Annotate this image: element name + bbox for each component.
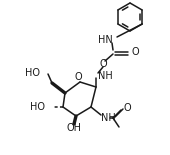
- Text: O: O: [123, 103, 131, 113]
- Text: O: O: [99, 59, 107, 69]
- Text: HO: HO: [25, 68, 40, 78]
- Text: OH: OH: [66, 123, 81, 133]
- Text: O: O: [74, 72, 82, 82]
- Text: HN: HN: [98, 35, 113, 45]
- Text: HO: HO: [30, 102, 45, 112]
- Text: NH: NH: [101, 113, 116, 123]
- Text: O: O: [131, 47, 139, 57]
- Text: NH: NH: [98, 71, 113, 81]
